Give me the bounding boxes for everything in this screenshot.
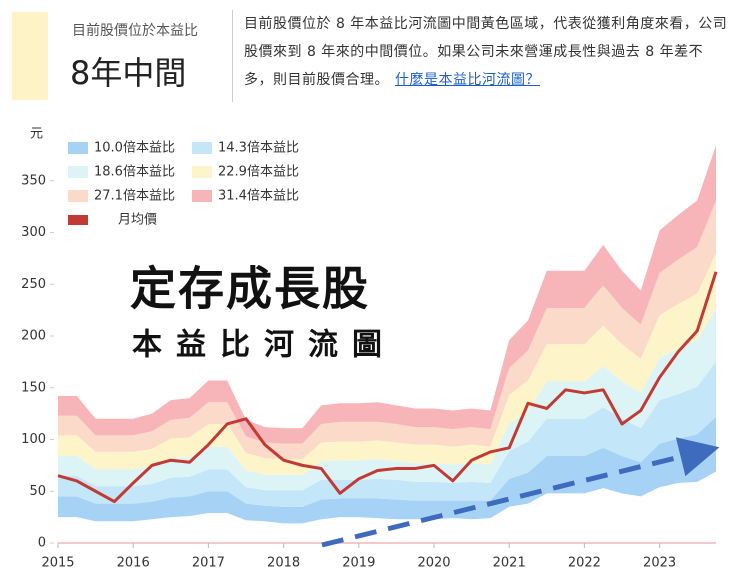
x-tick-label: 2020 (417, 556, 450, 571)
divider (232, 10, 233, 102)
legend-label: 22.9倍本益比 (218, 165, 299, 180)
legend-swatch (192, 142, 212, 154)
legend-swatch (192, 166, 212, 178)
legend-background (60, 136, 312, 236)
legend-label: 27.1倍本益比 (94, 189, 175, 204)
status-swatch (12, 12, 48, 100)
help-link[interactable]: 什麼是本益比河流圖？ (395, 72, 540, 88)
y-tick-label: 200 (21, 329, 46, 344)
status-label: 目前股價位於本益比 (72, 23, 198, 39)
legend-swatch (68, 190, 88, 202)
overlay-title: 定存成長股 (130, 262, 370, 316)
description-block: 目前股價位於 8 年本益比河流圖中間黃色區域，代表從獲利角度來看，公司股價來到 … (244, 10, 729, 94)
legend-swatch (68, 215, 88, 225)
x-tick-label: 2022 (568, 556, 601, 571)
x-tick-label: 2023 (643, 556, 676, 571)
trend-arrow (321, 437, 720, 548)
x-tick-label: 2018 (267, 556, 300, 571)
river-band (58, 200, 716, 460)
legend-label: 14.3倍本益比 (218, 141, 299, 156)
plot (57, 145, 718, 544)
x-tick-label: 2016 (117, 556, 150, 571)
legend-swatch (192, 190, 212, 202)
legend-label: 10.0倍本益比 (94, 141, 175, 156)
description: 目前股價位於 8 年本益比河流圖中間黃色區域，代表從獲利角度來看，公司股價來到 … (244, 16, 728, 88)
river-band (58, 145, 716, 444)
y-tick-label: 350 (21, 173, 46, 188)
y-tick-label: 100 (21, 432, 46, 447)
y-tick-label: 0 (38, 536, 46, 551)
y-tick-label: 300 (21, 225, 46, 240)
legend-label: 月均價 (118, 213, 157, 228)
x-tick-label: 2015 (41, 556, 74, 571)
legend-swatch (68, 166, 88, 178)
x-tick-label: 2017 (192, 556, 225, 571)
river-band (58, 361, 716, 507)
river-band (58, 253, 716, 475)
legend: 10.0倍本益比 14.3倍本益比 18.6倍本益比 22.9倍本益比 27.1倍本益比… (60, 136, 312, 236)
price-line (57, 271, 718, 504)
y-tick-label: 250 (21, 277, 46, 292)
y-unit-label: 元 (30, 127, 43, 142)
river-band (58, 416, 716, 524)
x-tick-label: 2021 (493, 556, 526, 571)
x-tick-label: 2019 (342, 556, 375, 571)
overlay-subtitle: 本益比河流圖 (132, 328, 396, 363)
river-band (58, 308, 716, 491)
status-value: 8年中間 (70, 54, 187, 92)
y-tick-label: 50 (29, 484, 46, 499)
y-tick-label: 150 (21, 380, 46, 395)
legend-label: 18.6倍本益比 (94, 165, 175, 180)
legend-swatch (68, 142, 88, 154)
legend-label: 31.4倍本益比 (218, 189, 299, 204)
